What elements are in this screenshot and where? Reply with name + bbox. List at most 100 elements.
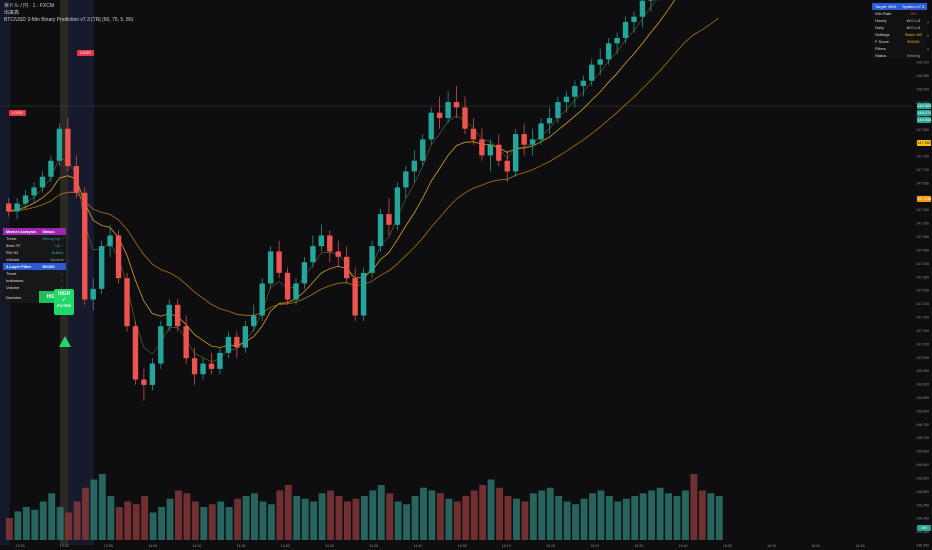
candle (208, 363, 215, 369)
filter-row-label: Volume (3, 284, 40, 291)
candle (513, 134, 519, 172)
volume-bar (352, 498, 360, 540)
market-row-label: Trend (3, 235, 40, 242)
candle (589, 64, 595, 81)
volume-bar (259, 501, 267, 540)
price-tick-label: 146.800 (916, 409, 929, 413)
volume-bar (479, 485, 487, 540)
axes: 148.250148.200148.150148.100148.050148.0… (16, 21, 930, 549)
market-row-value: Strong Up ↑ (39, 235, 67, 242)
volume-bar (521, 501, 529, 540)
volume-bar (124, 501, 132, 540)
volume-bar (115, 507, 123, 540)
price-tick-label: 147.500 (916, 222, 929, 226)
price-tick-label: 146.600 (916, 463, 929, 467)
filter-row-value: ✓ (39, 277, 67, 284)
volume-bar (73, 501, 81, 540)
candle (639, 0, 646, 17)
volume-bar (513, 498, 520, 540)
candle (597, 59, 603, 65)
volume-bar (631, 496, 639, 540)
price-label: 147.610 (917, 196, 932, 202)
signal-label: HIGH (57, 291, 71, 297)
volume-bar (420, 487, 427, 540)
volume-bar (682, 490, 689, 540)
panel-title: Market Analysis (3, 228, 40, 235)
price-tick-label: 146.550 (916, 476, 929, 480)
volume-bar (563, 501, 571, 540)
volume-bar (65, 512, 73, 540)
candle (487, 144, 494, 156)
candle (225, 336, 232, 353)
candle (39, 176, 46, 188)
candle (369, 246, 375, 273)
price-tick-label: 146.350 (916, 530, 929, 534)
decision-label: Decision (3, 291, 40, 303)
candle (98, 246, 105, 289)
candle (90, 288, 96, 300)
volume-indicator-title[interactable]: 出来高 (4, 10, 20, 16)
volume-bar (656, 487, 664, 540)
price-tick-label: 147.950 (916, 101, 929, 105)
volume-bar (411, 496, 419, 540)
volume-bar (234, 498, 242, 540)
scoreboard-subtitle: System v7.3 (899, 3, 928, 10)
volume-bar (403, 504, 411, 540)
scoreboard-row-label: Filters (872, 45, 900, 52)
loss-tag: LOSS (9, 110, 26, 116)
volume-bar (158, 507, 165, 540)
market-row-value: Bullish (39, 249, 67, 256)
candle (22, 195, 29, 204)
scoreboard-panel: Target: 80% System v7.3 Win Rate 0% Hourly… (872, 3, 928, 59)
volume-bar (98, 474, 106, 540)
price-tick-label: 146.500 (916, 490, 929, 494)
candle (614, 38, 620, 44)
signal-filter-label: FILTER (57, 303, 71, 308)
scoreboard-row-label: F Score (872, 38, 900, 45)
price-tick-label: 147.750 (916, 155, 929, 159)
session-shade (68, 0, 94, 545)
candle (496, 144, 502, 161)
time-tick-label: 15:50 (723, 544, 732, 548)
volume-bar (377, 485, 385, 540)
candle (191, 358, 198, 375)
price-tick-label: 147.700 (916, 168, 929, 172)
price-tick-label: 146.900 (916, 383, 929, 387)
candle (284, 272, 291, 300)
indicator-title[interactable]: BTC/USD 3-Min Binary Prediction v7.3 [TR… (4, 17, 134, 23)
symbol-title[interactable]: 米ドル / 円 · 1 · FXCM (4, 3, 55, 9)
volume-bar (529, 493, 537, 540)
candle (276, 251, 282, 273)
price-tick-label: 147.450 (916, 235, 929, 239)
time-tick-label: 15:40 (679, 544, 688, 548)
volume-bar (386, 493, 394, 540)
candle (132, 326, 139, 380)
time-tick-label: 14:05 (148, 544, 157, 548)
candle (352, 278, 358, 316)
candle (217, 352, 223, 369)
volume-bar (462, 496, 470, 540)
volume-bar (56, 507, 64, 540)
scoreboard-row-label: Daily (872, 24, 900, 31)
volume-bar (436, 493, 444, 540)
volume-bar (673, 496, 681, 540)
candle (453, 102, 460, 108)
volume-bar (149, 512, 157, 540)
panel-status-header: Status (39, 228, 67, 235)
filter-title: 3-Layer Filter (3, 263, 40, 270)
candle (555, 102, 561, 119)
candle (242, 326, 248, 348)
candle (166, 304, 172, 327)
time-tick-label: 16:20 (811, 544, 820, 548)
time-tick-label: 13:55 (104, 544, 113, 548)
price-tick-label: 146.400 (916, 517, 929, 521)
scoreboard-row-value: Strict >50 (899, 31, 928, 38)
candle (6, 203, 12, 212)
price-tick-label: 146.750 (916, 423, 929, 427)
price-tick-label: 147.650 (916, 181, 929, 185)
price-tick-label: 147.050 (916, 342, 929, 346)
candle (631, 16, 637, 22)
volume-bar (48, 493, 56, 540)
volume-bar (276, 490, 284, 540)
